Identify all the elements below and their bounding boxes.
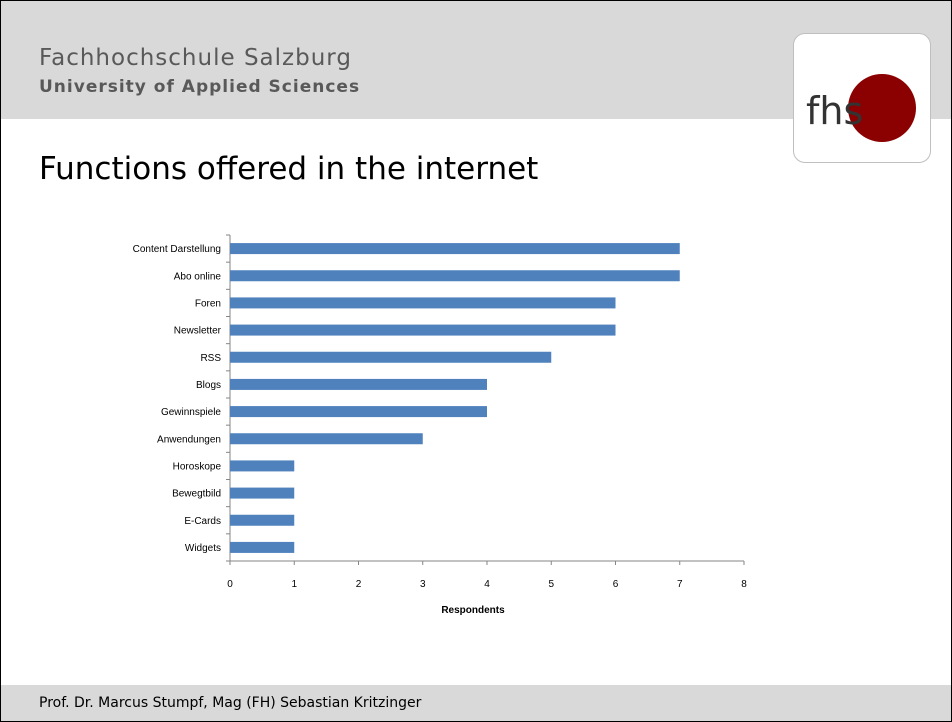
footer-author: Prof. Dr. Marcus Stumpf, Mag (FH) Sebast…	[39, 695, 422, 711]
x-axis-title: Respondents	[441, 605, 505, 616]
x-tick-label: 0	[227, 579, 233, 590]
bar	[230, 270, 680, 282]
x-tick-label: 8	[741, 579, 747, 590]
category-label: Content Darstellung	[133, 244, 221, 255]
category-label: Widgets	[185, 543, 221, 554]
logo-circle	[848, 74, 916, 142]
category-label: Blogs	[196, 380, 221, 391]
institution-name: Fachhochschule Salzburg	[39, 45, 352, 71]
bar	[230, 406, 487, 418]
x-tick-label: 6	[613, 579, 619, 590]
category-label: Anwendungen	[157, 434, 221, 445]
header-band: Fachhochschule Salzburg University of Ap…	[1, 1, 951, 119]
category-label: Gewinnspiele	[161, 407, 221, 418]
category-label: Abo online	[174, 271, 222, 282]
slide-title: Functions offered in the internet	[39, 151, 539, 187]
fhs-logo: fhs	[793, 33, 931, 163]
institution-subtitle: University of Applied Sciences	[39, 77, 361, 97]
x-tick-label: 5	[548, 579, 554, 590]
bar	[230, 378, 487, 390]
bar	[230, 297, 616, 309]
footer-band: Prof. Dr. Marcus Stumpf, Mag (FH) Sebast…	[1, 685, 951, 721]
x-tick-label: 3	[420, 579, 426, 590]
bar	[230, 433, 423, 445]
bar	[230, 541, 295, 553]
x-tick-label: 2	[356, 579, 362, 590]
category-label: RSS	[200, 353, 221, 364]
fhs-logo-graphic: fhs	[806, 74, 916, 142]
category-label: E-Cards	[184, 516, 221, 527]
category-label: Newsletter	[174, 326, 222, 337]
logo-text: fhs	[806, 89, 863, 133]
bar	[230, 324, 616, 336]
bar	[230, 243, 680, 255]
category-label: Foren	[195, 298, 221, 309]
bar	[230, 514, 295, 526]
bar-chart: Content Darstellung Abo online Foren Newsle…	[133, 234, 747, 616]
x-tick-label: 7	[677, 579, 683, 590]
x-tick-label: 4	[484, 579, 490, 590]
bar	[230, 351, 552, 363]
bar	[230, 460, 295, 472]
category-label: Horoskope	[173, 461, 222, 472]
category-label: Bewegtbild	[172, 489, 221, 500]
bar	[230, 487, 295, 499]
x-tick-label: 1	[291, 579, 297, 590]
